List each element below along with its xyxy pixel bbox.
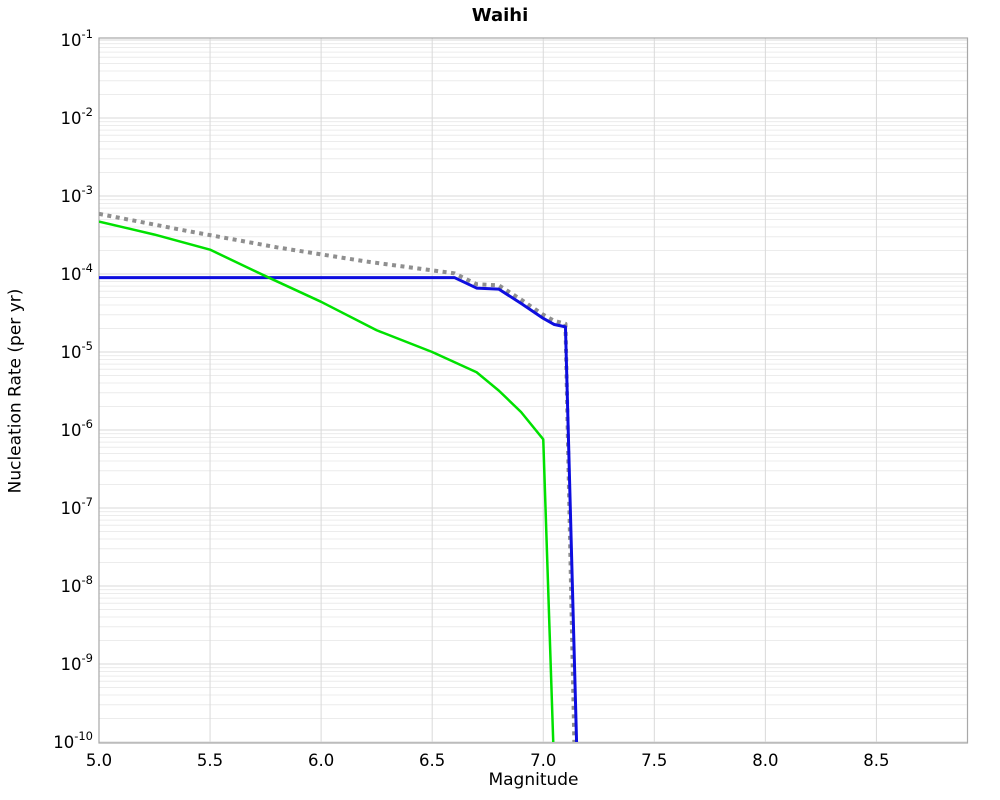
x-tick-label: 5.5: [197, 751, 223, 770]
y-tick-label: 10-2: [61, 105, 93, 128]
y-tick-label: 10-4: [61, 261, 93, 284]
x-tick-label: 6.5: [419, 751, 445, 770]
x-tick-label: 7.0: [530, 751, 556, 770]
chart-title: Waihi: [471, 5, 529, 26]
plot-border: [98, 37, 969, 744]
x-tick-labels: 5.0 5.5 6.0 6.5 7.0 7.5 8.0 8.5: [86, 751, 890, 770]
gridlines: [99, 38, 968, 743]
x-tick-label: 8.0: [752, 751, 778, 770]
x-tick-label: 5.0: [86, 751, 112, 770]
y-tick-label: 10-9: [61, 651, 93, 674]
x-tick-label: 7.5: [641, 751, 667, 770]
y-tick-label: 10-3: [61, 183, 93, 206]
x-tick-label: 6.0: [308, 751, 334, 770]
y-tick-label: 10-6: [61, 417, 93, 440]
y-tick-label: 10-7: [61, 495, 93, 518]
y-tick-label: 10-8: [61, 573, 93, 596]
y-tick-label: 10-1: [61, 27, 93, 50]
y-tick-labels: 10-1 10-2 10-3 10-4 10-5 10-6 10-7 10-8 10-9 10-1…: [53, 27, 93, 752]
y-tick-label: 10-5: [61, 339, 93, 362]
x-tick-label: 8.5: [863, 751, 889, 770]
y-tick-label: 10-10: [53, 729, 93, 752]
x-axis-title: Magnitude: [488, 770, 579, 790]
blue-solid-line: [99, 276, 579, 743]
series-lines: [99, 211, 579, 743]
green-solid-line: [99, 220, 555, 743]
